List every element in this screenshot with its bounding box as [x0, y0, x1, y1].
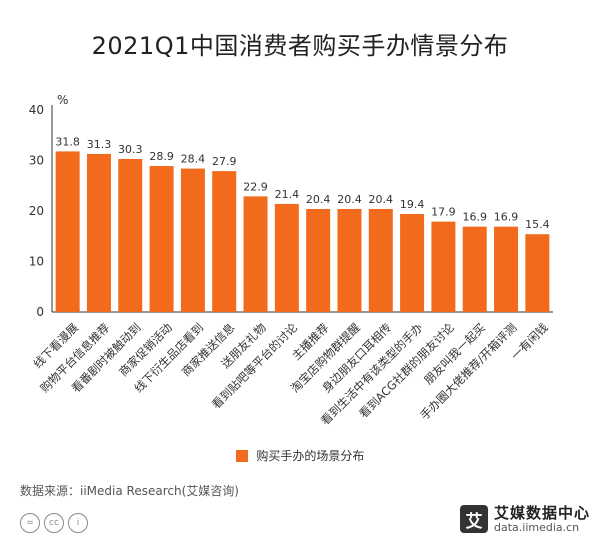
brand-block: 艾 艾媒数据中心 data.iimedia.cn — [459, 504, 590, 534]
y-axis-unit: % — [57, 93, 68, 107]
bar-value-label: 16.9 — [494, 211, 519, 224]
bar — [462, 226, 487, 312]
y-tick-label: 40 — [29, 103, 44, 117]
bar — [55, 151, 80, 312]
bar — [243, 196, 268, 312]
bar-value-label: 17.9 — [431, 206, 456, 219]
bar — [306, 208, 331, 312]
bar — [494, 226, 519, 312]
bar-value-label: 15.4 — [525, 218, 550, 231]
license-icons: = cc i — [20, 513, 88, 533]
bar-value-label: 31.3 — [87, 138, 112, 151]
bar-value-label: 16.9 — [462, 211, 487, 224]
brand-name: 艾媒数据中心 — [493, 504, 590, 522]
data-source: 数据来源：iiMedia Research(艾媒咨询) — [20, 484, 239, 498]
nd-icon: = — [20, 513, 40, 533]
bar-value-label: 20.4 — [369, 193, 394, 206]
bar-chart: %01020304031.8线下看漫展31.3购物平台信息推荐30.3看番剧时被… — [29, 93, 553, 428]
bar — [525, 234, 550, 312]
bar-value-label: 27.9 — [212, 155, 237, 168]
y-tick-label: 0 — [36, 305, 44, 319]
bar-value-label: 28.9 — [149, 150, 174, 163]
y-tick-label: 30 — [29, 154, 44, 168]
bar-value-label: 30.3 — [118, 143, 143, 156]
legend: 购买手办的场景分布 — [0, 447, 600, 464]
y-tick-label: 20 — [29, 204, 44, 218]
bar — [368, 208, 393, 312]
bar — [212, 171, 237, 312]
y-tick-label: 10 — [29, 255, 44, 269]
legend-swatch — [235, 450, 248, 462]
bar-value-label: 19.4 — [400, 198, 425, 211]
brand-logo: 艾 — [459, 505, 488, 534]
bar — [431, 221, 456, 312]
bar — [400, 214, 425, 312]
bar-value-label: 20.4 — [306, 193, 331, 206]
cc-icon: cc — [44, 513, 64, 533]
brand-url: data.iimedia.cn — [493, 520, 580, 534]
attribution-icon: i — [68, 513, 88, 533]
bar-value-label: 20.4 — [337, 193, 362, 206]
bar — [86, 153, 111, 312]
bar-value-label: 28.4 — [181, 153, 206, 166]
bar — [149, 166, 174, 312]
legend-label: 购买手办的场景分布 — [256, 449, 365, 463]
chart-title: 2021Q1中国消费者购买手办情景分布 — [91, 32, 509, 60]
bar-value-label: 21.4 — [275, 188, 300, 201]
bar — [180, 168, 205, 312]
bar-value-label: 31.8 — [55, 135, 80, 148]
bar-value-label: 22.9 — [243, 180, 268, 193]
bar — [118, 158, 143, 312]
bar — [274, 203, 299, 312]
bar — [337, 208, 362, 312]
